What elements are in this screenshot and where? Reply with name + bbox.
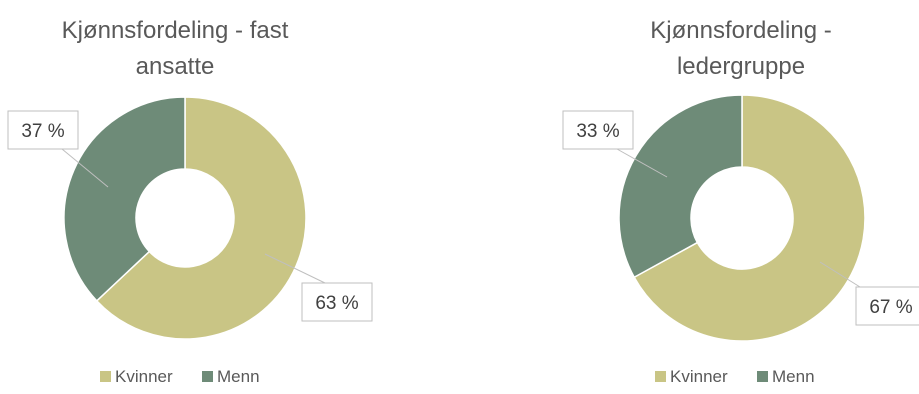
chart-title-line-1: Kjønnsfordeling - fast [62,17,289,44]
slice-kvinner [95,96,307,340]
leader-line-kvinner [819,261,861,288]
legend-label-kvinner: Kvinner [670,367,728,386]
legend-label-menn: Menn [217,367,260,386]
chart-title-line-2: ansatte [136,53,215,80]
leader-line-menn [61,148,109,188]
leader-line-kvinner [264,253,326,284]
chart-title-line-1: Kjønnsfordeling - [650,17,831,44]
data-label-menn: 37 % [21,121,64,142]
leader-line-menn [616,148,668,178]
data-label-box-kvinner [855,286,919,326]
donut-chart-2: Kjønnsfordeling - ledergruppe 67 % 33 % Kvin… [562,17,919,386]
slice-kvinner [633,94,866,342]
slice-menn [618,94,743,279]
data-label-menn: 33 % [576,121,619,142]
slice-menn [63,96,186,302]
legend-swatch-menn [202,371,213,382]
legend-swatch-kvinner [655,371,666,382]
data-label-box-menn [7,110,79,150]
data-label-kvinner: 67 % [869,297,912,318]
data-label-kvinner: 63 % [315,293,358,314]
legend-label-menn: Menn [772,367,815,386]
legend-label-kvinner: Kvinner [115,367,173,386]
donut-chart-1: Kjønnsfordeling - fast ansatte 63 % 37 % Kvi… [7,17,373,386]
chart-title-line-2: ledergruppe [677,53,805,80]
data-label-box-menn [562,110,634,150]
data-label-box-kvinner [301,282,373,322]
legend-swatch-menn [757,371,768,382]
legend-swatch-kvinner [100,371,111,382]
